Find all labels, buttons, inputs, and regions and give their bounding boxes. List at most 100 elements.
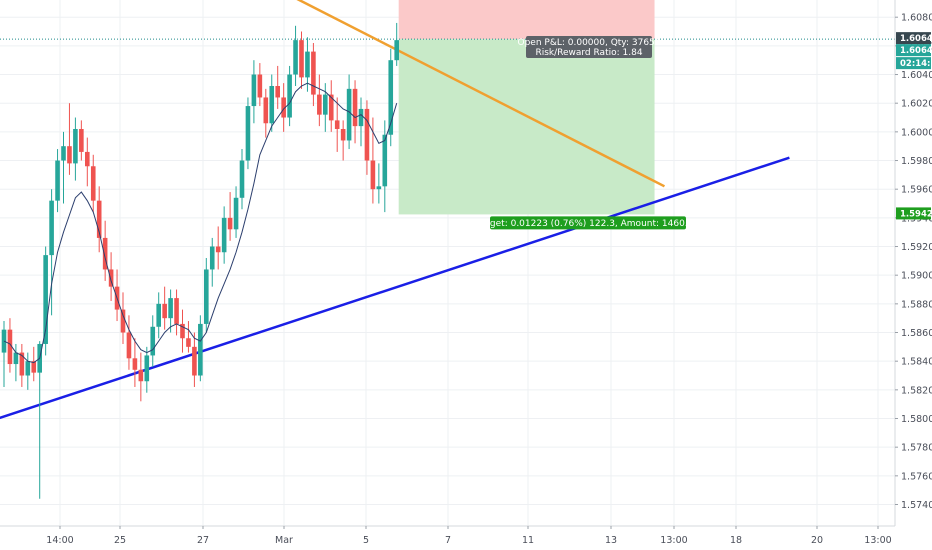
candle [144, 346, 150, 393]
candle-body [257, 74, 263, 98]
candle-body [73, 128, 78, 164]
candle [67, 103, 72, 175]
candle-body [281, 97, 286, 118]
candle-body [31, 361, 37, 373]
candle [358, 97, 364, 147]
candle [233, 186, 239, 238]
candle [168, 289, 173, 333]
candle-body [352, 88, 358, 127]
price-tick-label: 1.58800 [901, 299, 932, 310]
candle-body [388, 60, 394, 135]
candle [19, 343, 25, 387]
open-pnl-label: Open P&L: 0.00000, Qty: 37650 [518, 38, 661, 48]
candle-body [180, 323, 185, 339]
candle-body [61, 146, 66, 161]
stop-loss-zone[interactable] [398, 0, 655, 40]
price-tick-label: 1.60200 [901, 99, 932, 110]
price-tick-label: 1.57600 [901, 471, 932, 482]
candle [150, 315, 156, 367]
candle-body [317, 94, 322, 115]
candle [180, 309, 185, 353]
price-tick-label: 1.60800 [901, 13, 932, 24]
candle [299, 31, 304, 89]
candles [1, 22, 399, 499]
candle [221, 206, 227, 264]
moving-average-line [3, 82, 398, 364]
candle-body [132, 358, 138, 370]
target-label: Target: 0.01223 (0.76%) 122.3, Amount: 1… [476, 219, 700, 229]
candle [317, 74, 322, 127]
time-tick-label: 18 [730, 535, 742, 546]
candle-body [305, 51, 310, 78]
candle-body [79, 128, 84, 152]
price-axis[interactable]: 1.57400 1.57600 1.57800 1.58000 1.58200 1.584… [894, 0, 932, 550]
candle-body [221, 217, 227, 253]
price-tick-label: 1.58600 [901, 328, 932, 339]
candle [132, 338, 138, 387]
candle-body [192, 346, 197, 376]
candle [204, 257, 209, 333]
candle [394, 22, 399, 66]
candle-body [204, 269, 209, 324]
take-profit-zone[interactable] [398, 39, 655, 215]
candle [364, 100, 370, 175]
position-tool[interactable] [0, 0, 895, 215]
candle [209, 237, 215, 287]
support-trendline[interactable] [0, 156, 790, 420]
entry-price-tag: 1.60647 [900, 46, 932, 56]
candle [281, 83, 286, 132]
candle [61, 131, 66, 204]
candle [245, 97, 251, 170]
time-tick-label: 7 [445, 535, 451, 546]
candle-body [67, 146, 72, 164]
candle-body [43, 255, 48, 344]
candle-body [233, 197, 239, 230]
candle-body [13, 352, 19, 365]
candle-body [328, 94, 334, 121]
candle-body [275, 85, 280, 98]
candle [108, 252, 114, 301]
candle [43, 246, 48, 356]
candle [79, 120, 84, 161]
candle [120, 292, 126, 344]
time-tick-label: 14:00 [46, 535, 73, 546]
drawn-lines[interactable] [0, 0, 790, 420]
candle [198, 315, 203, 382]
resistance-trendline[interactable] [260, 0, 666, 188]
price-tick-label: 1.59000 [901, 271, 932, 282]
candle [340, 120, 346, 161]
candle-body [346, 88, 352, 141]
time-axis[interactable]: 14:00 25 27 Mar 5 7 11 13 13:00 18 20 13:00 [0, 525, 932, 550]
candle-body [96, 200, 102, 238]
candle-body [340, 128, 346, 141]
risk-reward-label: Risk/Reward Ratio: 1.84 [535, 48, 642, 58]
candle-body [323, 94, 328, 115]
candle [90, 154, 96, 213]
price-tick-label: 1.59600 [901, 185, 932, 196]
time-tick-label: 20 [811, 535, 823, 546]
candle-body [19, 352, 25, 376]
time-tick-label: 13:00 [660, 535, 687, 546]
candle [269, 74, 275, 132]
candle-body [150, 326, 156, 356]
candle-body [269, 85, 275, 124]
candle-body [251, 74, 257, 107]
candle-body [370, 160, 376, 190]
candle-body [376, 186, 382, 190]
candle [31, 346, 37, 382]
candle-body [299, 40, 304, 78]
candle [251, 60, 257, 124]
open-pnl-box [526, 36, 652, 58]
candle [96, 186, 102, 253]
price-tick-label: 1.60000 [901, 127, 932, 138]
candle [126, 315, 132, 370]
candle [370, 117, 376, 204]
annotations: Open P&L: 0.00000, Qty: 37650Risk/Reward… [476, 36, 700, 230]
time-tick-label: 13 [605, 535, 617, 546]
candle [257, 63, 263, 107]
candle [114, 269, 120, 322]
candle [215, 226, 221, 270]
candle-body [263, 97, 269, 124]
candle-body [108, 269, 114, 287]
candle-body [293, 40, 298, 75]
